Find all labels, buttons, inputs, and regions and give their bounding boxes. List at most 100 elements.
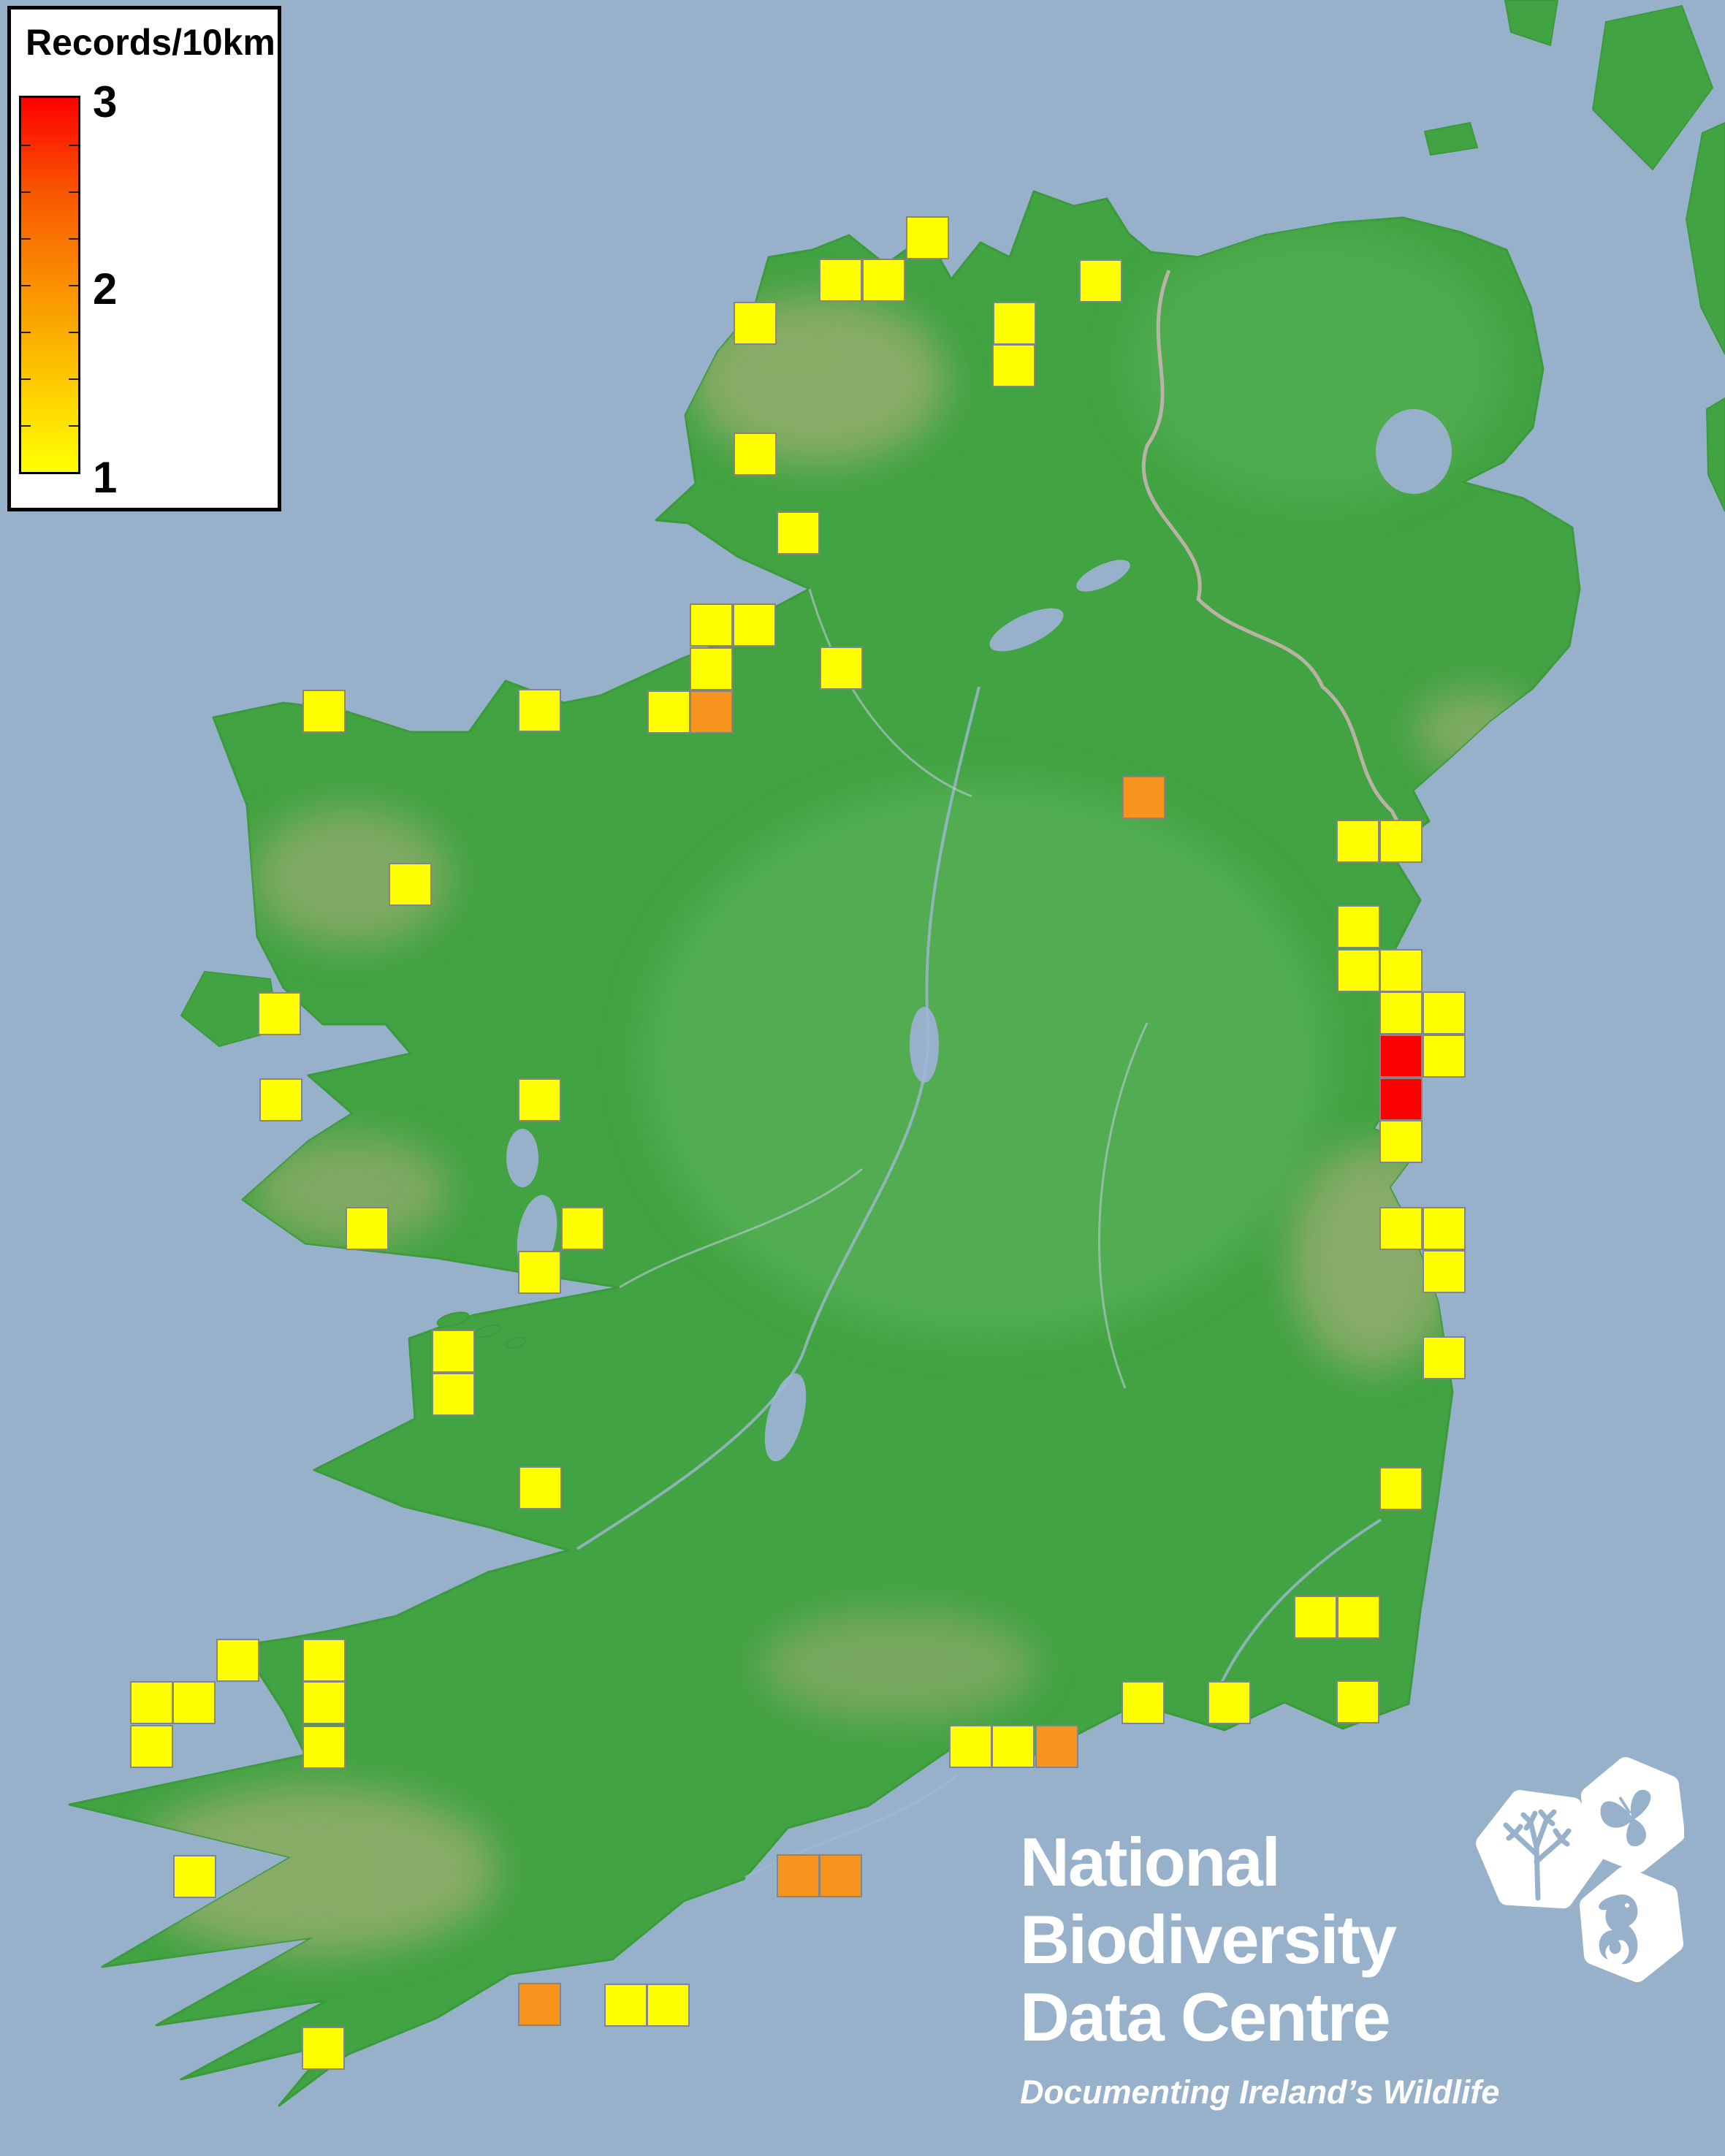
grid-square [1379,991,1423,1035]
colorbar-tick-label-3: 3 [93,77,118,126]
grid-square [432,1330,475,1373]
grid-square [389,863,432,906]
grid-square [819,259,862,302]
grid-square [346,1207,389,1250]
grid-square [690,603,733,647]
grid-square [690,647,733,690]
grid-square [992,344,1035,387]
colorbar-tick [69,191,78,193]
grid-square [1122,776,1165,819]
nbdc-logo: National Biodiversity Data Centre Docume… [1020,1824,1499,2111]
grid-square [1379,1078,1423,1121]
grid-square [519,1466,562,1509]
grid-square [518,1251,561,1294]
grid-square [993,302,1036,345]
colorbar-tick [69,425,78,427]
colorbar [19,96,80,474]
grid-square [1208,1681,1251,1724]
grid-square [518,1983,561,2026]
colorbar-tick [21,425,31,427]
grid-square [734,302,777,345]
grid-square [819,1854,862,1897]
grid-square [1423,991,1466,1035]
colorbar-tick-label-1: 1 [93,453,118,502]
grid-square [647,1984,690,2027]
rivers-and-boundaries [576,270,1412,1879]
grid-square [130,1681,173,1724]
grid-square [259,1078,302,1121]
colorbar-tick [21,238,31,240]
grid-square [777,1854,820,1897]
colorbar-tick [69,285,78,286]
grid-square [1379,820,1423,863]
grid-square [949,1725,992,1768]
grid-square [1423,1250,1466,1293]
grid-square [302,2027,345,2070]
grid-square [432,1373,475,1416]
grid-square [777,511,820,555]
grid-square [604,1984,647,2027]
grid-square [302,1681,346,1724]
legend: Records/10km 3 2 1 [7,6,281,511]
relief-shading [132,226,1538,1954]
grid-square [1337,905,1380,948]
grid-square [518,1078,561,1121]
grid-square [1336,1680,1379,1723]
colorbar-tick [21,191,31,193]
grid-square [173,1855,216,1898]
grid-square [1379,1120,1423,1163]
legend-title: Records/10km [26,22,275,63]
colorbar-tick [69,378,78,380]
seahorse-icon [1599,1894,1638,1965]
grid-square [734,433,777,476]
grid-square [1423,1035,1466,1078]
grid-square [1379,1467,1423,1510]
tree-hexagon [1476,1790,1604,1909]
grid-square [518,689,561,732]
grid-square [690,690,733,734]
ni-border-line [1141,270,1412,847]
grid-square [302,1726,346,1769]
grid-square [1035,1725,1078,1768]
grid-square [820,647,863,690]
grid-square [130,1725,173,1768]
colorbar-tick-label-2: 2 [93,264,118,313]
grid-square [1423,1336,1466,1379]
grid-square [258,992,301,1035]
grid-square [906,216,949,259]
logo-line-3: Data Centre [1020,1978,1391,2055]
grid-square [172,1681,216,1724]
grid-square [1336,820,1379,863]
grid-square [991,1725,1035,1768]
logo-line-2: Biodiversity [1020,1901,1397,1978]
tree-icon [1503,1809,1572,1901]
grid-square [1379,1035,1423,1078]
grid-square [1294,1596,1337,1639]
grid-square [1379,1207,1423,1250]
grid-square [1079,259,1122,302]
logo-line-1: National [1020,1824,1281,1900]
logo-hexagons [1476,1757,1684,1982]
islands [180,0,1725,1349]
logo-tagline: Documenting Ireland’s Wildlife [1020,2073,1500,2111]
grid-square [302,690,346,733]
colorbar-tick [69,145,78,146]
grid-square [561,1207,604,1250]
colorbar-tick [69,332,78,333]
grid-square [647,690,690,734]
butterfly-icon [1600,1789,1651,1847]
grid-square [1423,1207,1466,1250]
grid-square [1337,949,1380,992]
colorbar-tick [21,285,31,286]
colorbar-tick [21,145,31,146]
grid-square [216,1639,259,1682]
colorbar-tick [21,332,31,333]
grid-square [862,259,905,302]
grid-square [1379,949,1423,992]
colorbar-tick [69,238,78,240]
grid-square [1337,1596,1380,1639]
grid-square [733,603,776,647]
grid-square [302,1639,346,1682]
colorbar-tick [21,378,31,380]
